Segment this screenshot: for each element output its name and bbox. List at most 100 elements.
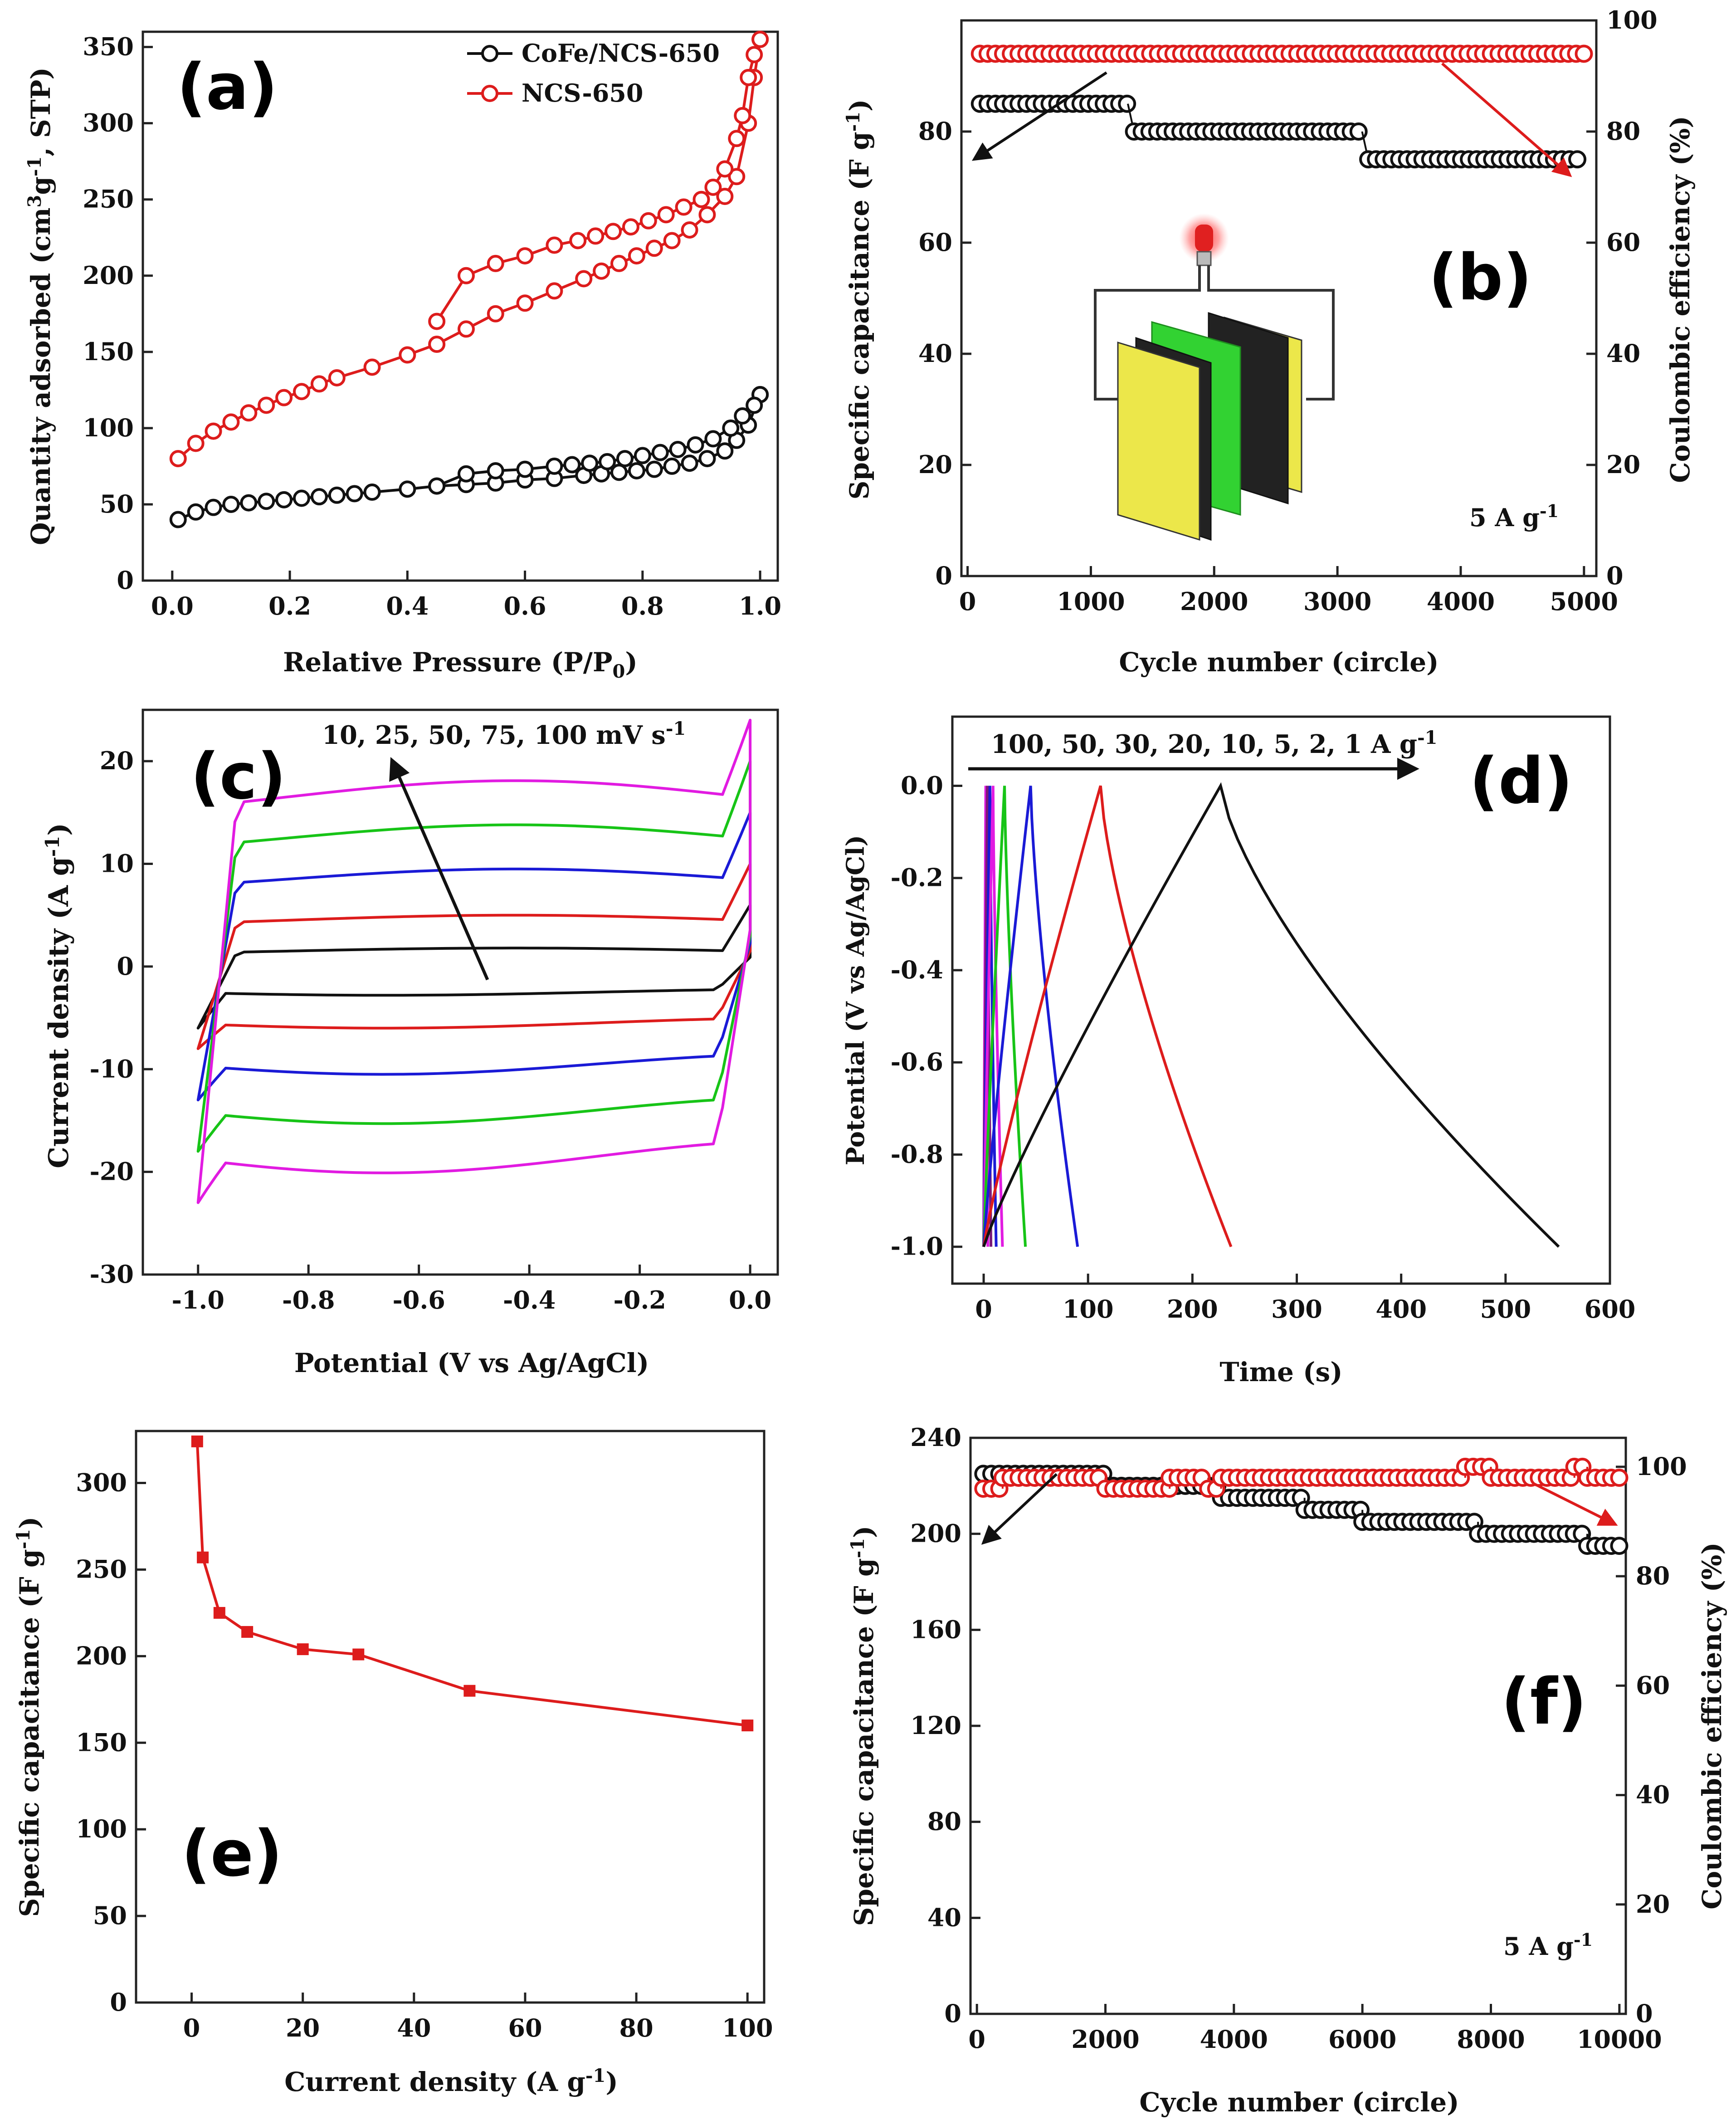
data-point-a-2 <box>663 232 681 249</box>
gcd-curve-6 <box>982 785 1233 1247</box>
data-point-a-0 <box>698 450 716 468</box>
data-point-a-1 <box>563 456 581 474</box>
data-point-a-2 <box>169 450 187 468</box>
data-point-a-0 <box>399 480 416 498</box>
panel-c: -1.0 -0.8 -0.6 -0.4 -0.2 0.0 -30 -20 -10 0 10 20 (c… <box>41 708 779 1378</box>
y-tick-label-b: 40 <box>918 339 952 368</box>
data-point-a-3 <box>622 218 639 236</box>
y-tick-label-c: 0 <box>117 952 134 981</box>
data-point-a-3 <box>740 68 757 86</box>
data-point-a-0 <box>346 485 363 503</box>
data-point-a-3 <box>639 212 657 230</box>
data-point-a-1 <box>487 462 504 479</box>
data-point-a-3 <box>457 267 475 284</box>
y2-tick-label-f: 20 <box>1636 1890 1670 1919</box>
data-point-a-2 <box>222 413 240 431</box>
plot-frame-e <box>135 1430 766 2004</box>
y2-tick-label-b: 0 <box>1606 561 1624 590</box>
data-point-a-3 <box>587 227 605 245</box>
x-tick-label-b: 0 <box>959 587 976 616</box>
panel-letter-b: (b) <box>1429 241 1532 315</box>
axes-a: 0.0 0.2 0.4 0.6 0.8 1.0 0 50 100 150 200 250 300 350 <box>83 32 781 620</box>
y-axis-label-a: Quantity adsorbed (cm3g-1, STP) <box>24 67 56 545</box>
arrow-to-right-axis-f <box>1532 1482 1618 1526</box>
data-point-a-0 <box>363 484 381 501</box>
y-tick-label-e: 300 <box>76 1468 127 1497</box>
x-tick-label-d: 500 <box>1480 1294 1531 1324</box>
data-point-a-0 <box>222 495 240 513</box>
data-point-e-0 <box>463 1685 476 1697</box>
data-point-a-3 <box>728 130 746 147</box>
data-point-a-2 <box>457 320 475 338</box>
data-point-a-0 <box>240 494 258 512</box>
data-point-a-1 <box>734 407 751 425</box>
data-point-a-2 <box>240 404 258 422</box>
x-axis-label-b: Cycle number (circle) <box>1119 647 1439 678</box>
y2-tick-label-f: 40 <box>1636 1780 1670 1809</box>
plot-area-c <box>196 718 752 1204</box>
data-point-a-1 <box>616 450 634 468</box>
x-tick-label-d: 100 <box>1063 1294 1114 1324</box>
x-tick-label-b: 4000 <box>1427 587 1495 616</box>
current-collector-left-icon <box>1117 341 1200 541</box>
data-point-f-0 <box>1610 1537 1629 1555</box>
legend-label-ncs: NCS-650 <box>522 78 643 107</box>
panel-f: 0 2000 4000 6000 8000 10000040801201602002400… <box>847 1423 1727 2118</box>
x-tick-label-f: 4000 <box>1200 2025 1268 2054</box>
x-tick-label-c: -0.6 <box>393 1285 445 1314</box>
data-point-a-3 <box>734 107 751 124</box>
y-tick-label-b: 60 <box>918 228 952 257</box>
x-tick-label-c: -0.8 <box>282 1285 335 1314</box>
x-tick-label-e: 60 <box>508 2013 542 2042</box>
y2-tick-label-f: 60 <box>1636 1671 1670 1700</box>
panel-letter-e: (e) <box>181 1817 283 1891</box>
data-point-a-3 <box>746 46 763 64</box>
x-tick-label-e: 100 <box>722 2013 773 2042</box>
plot-area-f <box>974 1457 1629 1555</box>
x-tick-label-c: -0.2 <box>613 1285 666 1314</box>
data-point-a-3 <box>716 160 734 178</box>
data-point-a-1 <box>746 396 763 414</box>
y-tick-label-c: -20 <box>89 1157 134 1186</box>
x-tick-label-a: 0.2 <box>268 591 311 620</box>
x-tick-label-f: 6000 <box>1328 2025 1396 2054</box>
x-tick-label-f: 0 <box>968 2025 985 2054</box>
arrow-to-right-axis-b <box>1441 62 1572 177</box>
data-point-e-0 <box>213 1607 225 1619</box>
y-axis-label-f: Specific capacitance (F g-1) <box>847 1526 879 1926</box>
y-tick-label-a: 300 <box>83 108 134 137</box>
y2-tick-label-b: 40 <box>1606 339 1640 368</box>
y-tick-label-a: 150 <box>83 337 134 366</box>
cv-curve-4 <box>196 718 752 1204</box>
y-tick-label-e: 200 <box>76 1641 127 1670</box>
panel-letter-a: (a) <box>177 50 278 124</box>
plot-area-b <box>970 44 1593 177</box>
x-tick-label-a: 0.6 <box>504 591 546 620</box>
data-point-a-2 <box>487 305 504 322</box>
legend-marker-ncs <box>481 85 498 102</box>
plot-area-d <box>982 782 1560 1248</box>
y-tick-label-a: 50 <box>100 489 134 518</box>
data-point-a-3 <box>675 198 692 216</box>
data-point-a-0 <box>328 486 346 504</box>
annotation-c: 10, 25, 50, 75, 100 mV s-1 <box>322 718 686 750</box>
y-tick-label-b: 80 <box>918 117 952 146</box>
data-point-a-3 <box>657 206 675 224</box>
x-tick-label-e: 0 <box>183 2013 200 2042</box>
data-point-a-3 <box>516 247 534 265</box>
data-point-a-3 <box>569 232 587 249</box>
data-point-a-1 <box>599 453 616 470</box>
data-point-b-0 <box>1118 94 1136 113</box>
y-tick-label-a: 250 <box>83 185 134 214</box>
y-tick-label-a: 100 <box>83 413 134 442</box>
x-tick-label-c: 0.0 <box>729 1285 771 1314</box>
y2-tick-label-b: 100 <box>1606 5 1658 34</box>
data-point-a-2 <box>258 396 275 414</box>
data-point-a-3 <box>692 191 710 208</box>
arrow-to-left-axis-b <box>971 71 1107 161</box>
panel-d: 0 100 200 300 400 500 600 -1.0 -0.8 -0.6 -0.4 -0.2 0… <box>841 715 1635 1387</box>
y-tick-label-f: 160 <box>910 1615 961 1644</box>
gcd-curve-3 <box>982 786 1004 1247</box>
y2-tick-label-f: 0 <box>1636 1999 1653 2028</box>
legend-label-cofe: CoFe/NCS-650 <box>522 39 720 68</box>
